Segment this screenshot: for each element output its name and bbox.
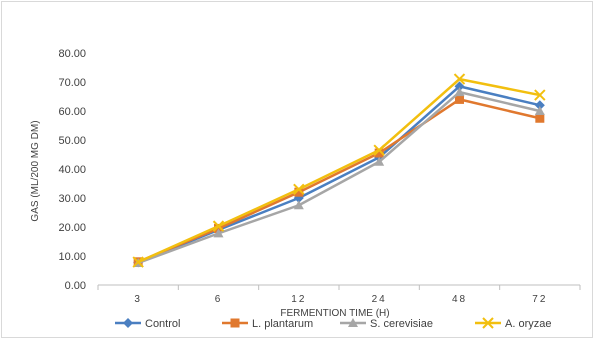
data-point-l-plantarum — [455, 94, 464, 104]
legend-marker — [348, 318, 358, 327]
data-point-l-plantarum — [374, 148, 384, 158]
legend-item-s-cerevisiae: S. cerevisiae — [340, 318, 433, 330]
y-tick-label: 10.00 — [58, 251, 86, 263]
legend-label: A. oryzae — [505, 318, 551, 330]
data-point-a-oryzae — [293, 183, 305, 196]
legend-item-a-oryzae: A. oryzae — [475, 317, 551, 330]
data-point-l-plantarum — [294, 187, 304, 197]
legend-label: Control — [145, 318, 180, 330]
legend-marker — [230, 318, 240, 328]
data-point-a-oryzae — [534, 89, 546, 101]
legend-item-control: Control — [115, 318, 180, 330]
x-axis-tickmarks — [97, 285, 581, 290]
data-point-s-cerevisiae — [374, 156, 385, 166]
data-point-control — [454, 81, 465, 92]
legend-marker — [123, 318, 133, 328]
y-tick-label: 60.00 — [58, 106, 86, 118]
x-tick-label: 12 — [291, 294, 306, 305]
y-tick-label: 70.00 — [58, 77, 86, 89]
x-tick-label: 6 — [215, 294, 223, 305]
legend-label: L. plantarum — [252, 318, 313, 330]
legend-item-l-plantarum: L. plantarum — [222, 318, 313, 330]
y-axis-title: GAS (ML/200 MG DM) — [30, 120, 41, 221]
data-point-s-cerevisiae — [213, 228, 224, 238]
data-point-a-oryzae — [453, 73, 466, 85]
x-axis-ticks: 3 6 12 24 48 72 — [134, 294, 547, 305]
y-tick-label: 40.00 — [58, 164, 86, 176]
series-s-cerevisiae — [133, 87, 545, 267]
x-tick-label: 3 — [134, 294, 142, 305]
y-tick-label: 50.00 — [58, 135, 86, 147]
data-point-a-oryzae — [373, 144, 385, 156]
x-tick-label: 72 — [532, 294, 547, 305]
data-point-s-cerevisiae — [454, 87, 465, 97]
series-a-oryzae — [132, 73, 546, 268]
legend-label: S. cerevisiae — [370, 318, 433, 330]
x-axis-title: FERMENTION TIME (H) — [280, 308, 389, 319]
y-axis-ticks: 0.00 10.00 20.00 30.00 40.00 50.00 60.00 70.00 8… — [58, 48, 86, 292]
series-line-s-cerevisiae — [137, 90, 541, 265]
y-tick-label: 0.00 — [65, 280, 86, 292]
x-tick-label: 24 — [372, 294, 387, 305]
legend: Control L. plantarum S. cerevisiae A. oryza… — [115, 317, 551, 330]
series-line-l-plantarum — [137, 98, 541, 263]
series-line-a-oryzae — [137, 77, 541, 264]
y-tick-label: 20.00 — [58, 222, 86, 234]
data-point-a-oryzae — [212, 220, 225, 232]
data-point-control — [534, 100, 545, 111]
data-point-s-cerevisiae — [534, 106, 545, 115]
y-tick-label: 80.00 — [58, 48, 86, 60]
x-tick-label: 48 — [452, 294, 467, 305]
data-point-a-oryzae — [132, 256, 144, 268]
legend-marker — [482, 317, 494, 329]
data-point-s-cerevisiae — [293, 200, 304, 210]
y-tick-label: 30.00 — [58, 193, 86, 205]
series-layer — [132, 73, 546, 268]
data-point-l-plantarum — [535, 113, 545, 123]
